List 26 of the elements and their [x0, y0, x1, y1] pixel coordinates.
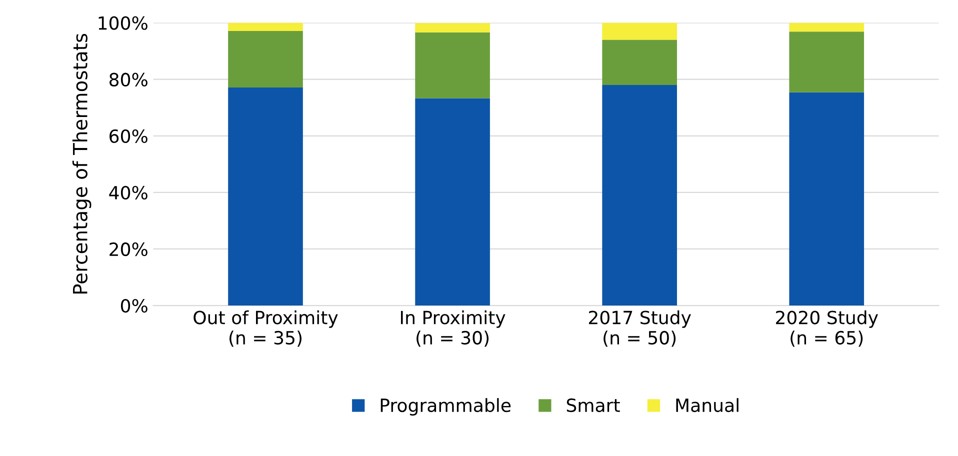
bar — [789, 32, 864, 92]
x-tick-label: 2017 Study (n = 50) — [588, 310, 691, 347]
x-tick-label: Out of Proximity (n = 35) — [194, 310, 338, 347]
x-tick-label: 2020 Study (n = 65) — [776, 310, 878, 347]
y-tick-label: 100% — [98, 16, 148, 30]
bar — [602, 22, 677, 40]
bar — [602, 40, 677, 85]
bar — [789, 22, 864, 32]
legend-label: Smart — [566, 398, 620, 412]
bar — [415, 32, 490, 98]
y-tick-label: 60% — [110, 129, 148, 144]
y-tick-label: 20% — [110, 242, 148, 256]
y-tick-label: 40% — [109, 186, 148, 200]
bar — [228, 31, 303, 88]
y-axis-title: Percentage of Thermostats — [72, 34, 92, 294]
x-tick-label: In Proximity (n = 30) — [400, 310, 506, 347]
bar — [602, 85, 677, 306]
bar — [228, 88, 303, 306]
bar — [789, 92, 864, 306]
legend-label: Manual — [676, 398, 738, 412]
bar — [228, 22, 303, 31]
legend-label: Programmable — [380, 398, 511, 416]
bar — [415, 23, 490, 32]
y-tick-label: 80% — [110, 72, 148, 86]
bar — [415, 98, 490, 306]
y-tick-label: 0% — [120, 298, 148, 313]
